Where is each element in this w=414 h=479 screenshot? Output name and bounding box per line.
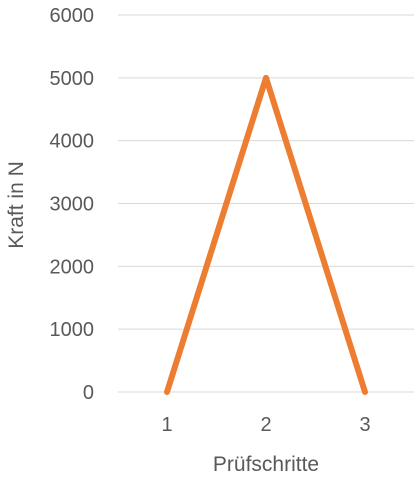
y-axis-label: Kraft in N	[5, 161, 28, 249]
y-tick-label: 3000	[50, 194, 95, 216]
x-tick-label: 3	[359, 414, 370, 436]
y-tick-label: 2000	[50, 256, 95, 278]
y-tick-label: 5000	[50, 68, 95, 90]
x-axis-ticks: 1 2 3	[161, 414, 370, 436]
y-tick-label: 6000	[50, 5, 95, 27]
y-tick-label: 0	[83, 382, 94, 404]
y-tick-label: 4000	[50, 131, 95, 153]
x-tick-label: 1	[161, 414, 172, 436]
series-line	[167, 78, 365, 392]
y-axis-ticks: 0 1000 2000 3000 4000 5000 6000	[50, 5, 95, 404]
series-layer	[167, 78, 365, 392]
x-axis-label: Prüfschritte	[213, 453, 319, 476]
x-tick-label: 2	[260, 414, 271, 436]
gridlines	[118, 15, 414, 392]
y-tick-label: 1000	[50, 319, 95, 341]
